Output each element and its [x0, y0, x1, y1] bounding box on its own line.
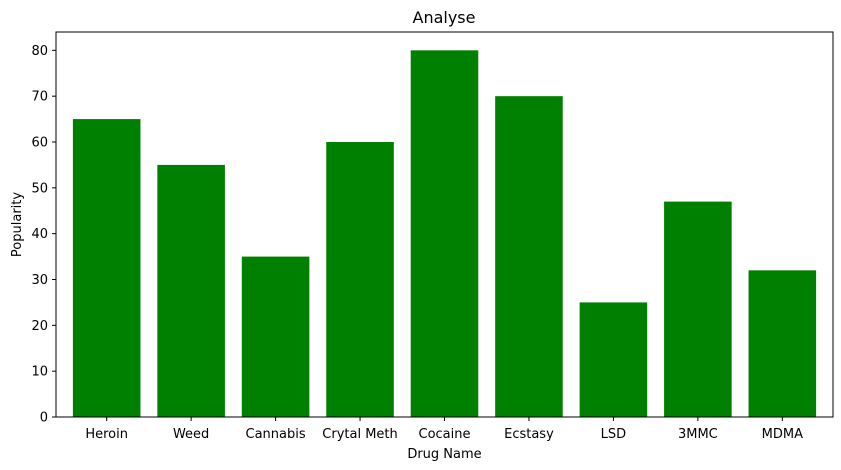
chart-title: Analyse — [413, 8, 476, 27]
y-tick-label: 80 — [31, 44, 48, 59]
bar — [664, 201, 732, 417]
x-tick-label: 3MMC — [678, 427, 718, 442]
bar — [241, 256, 310, 417]
x-tick-label: Ecstasy — [504, 427, 554, 442]
x-tick-label: Weed — [173, 427, 209, 442]
bar — [579, 302, 648, 417]
x-axis-label: Drug Name — [407, 447, 481, 462]
bar — [748, 270, 817, 417]
y-axis-ticks: 0 10 20 30 40 50 60 70 80 — [31, 44, 56, 426]
plot-frame — [55, 31, 834, 418]
y-tick-label: 40 — [31, 227, 48, 242]
x-tick-label: Cocaine — [419, 427, 471, 442]
y-tick-label: 20 — [31, 319, 48, 334]
y-tick-label: 0 — [40, 411, 48, 426]
y-tick-label: 10 — [31, 365, 48, 380]
bar — [326, 142, 394, 417]
x-tick-label: LSD — [601, 427, 627, 442]
bar — [495, 96, 563, 418]
x-tick-label: Crytal Meth — [322, 427, 397, 442]
y-tick-label: 60 — [31, 136, 48, 151]
bar — [72, 119, 141, 417]
x-tick-label: MDMA — [762, 427, 803, 442]
y-tick-label: 50 — [31, 181, 48, 196]
y-tick-label: 30 — [31, 273, 48, 288]
y-axis-label: Popularity — [10, 192, 25, 257]
bars-layer — [72, 50, 817, 418]
bar — [157, 164, 225, 417]
x-axis-ticks: Heroin Weed Cannabis Crytal Meth Cocaine Ecst… — [85, 417, 803, 442]
x-tick-label: Heroin — [85, 427, 128, 442]
x-tick-label: Cannabis — [246, 427, 306, 442]
bar — [410, 50, 479, 417]
y-tick-label: 70 — [31, 90, 48, 105]
